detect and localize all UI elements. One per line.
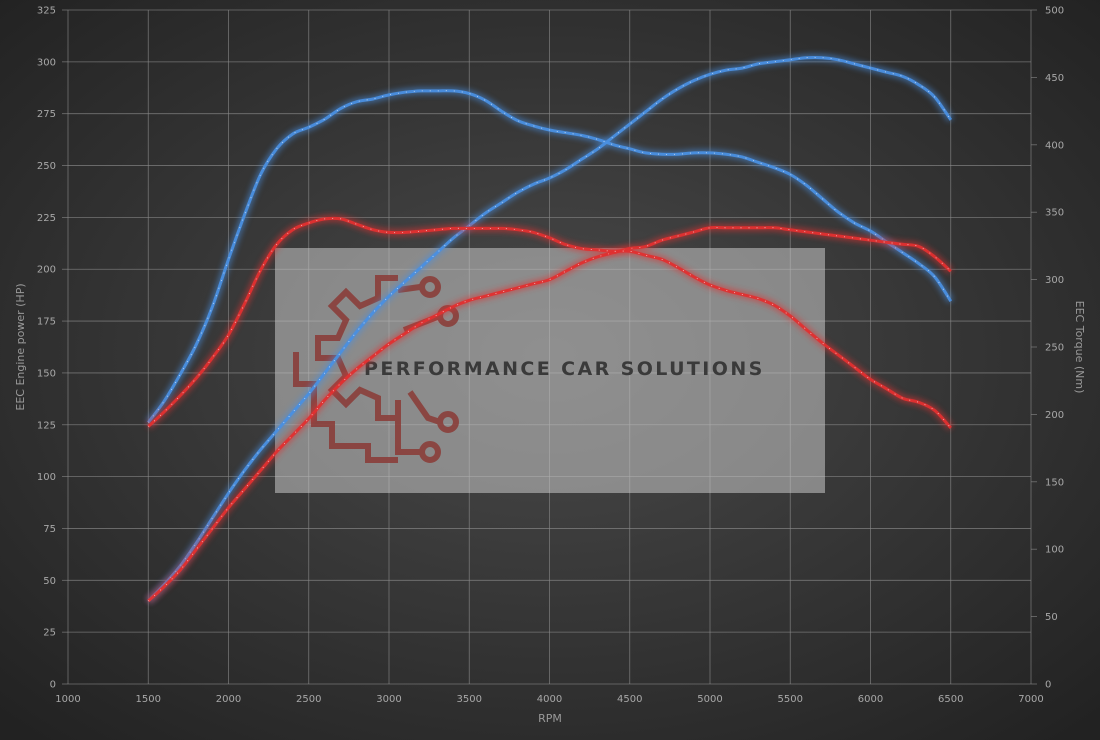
y-tick-label-left: 175 — [37, 317, 56, 328]
y-tick-label-left: 200 — [37, 265, 56, 276]
x-tick-label: 5500 — [778, 694, 803, 705]
y-tick-label-right: 400 — [1045, 140, 1064, 151]
y-tick-label-right: 150 — [1045, 477, 1064, 488]
y-axis-title-left: EEC Engine power (HP) — [14, 283, 27, 410]
y-tick-label-right: 250 — [1045, 343, 1064, 354]
y-tick-label-left: 325 — [37, 6, 56, 17]
x-tick-label: 7000 — [1018, 694, 1043, 705]
y-tick-label-left: 225 — [37, 213, 56, 224]
tick-labels: 1000 1500 2000 2500 3000 3500 4000 4500 5000 5500… — [37, 6, 1064, 706]
y-tick-label-left: 100 — [37, 472, 56, 483]
x-tick-label: 4000 — [537, 694, 562, 705]
series-3 — [145, 223, 954, 604]
y-tick-label-left: 50 — [43, 576, 56, 587]
series-2 — [145, 87, 954, 425]
x-tick-label: 3000 — [376, 694, 401, 705]
y-tick-label-left: 125 — [37, 420, 56, 431]
x-tick-label: 1000 — [55, 694, 80, 705]
y-tick-label-right: 500 — [1045, 6, 1064, 17]
x-tick-label: 6000 — [858, 694, 883, 705]
x-tick-label: 4500 — [617, 694, 642, 705]
x-tick-label: 3500 — [457, 694, 482, 705]
y-tick-label-left: 250 — [37, 161, 56, 172]
series — [145, 53, 954, 604]
series-4 — [145, 214, 954, 431]
series-line — [147, 55, 953, 603]
series-line — [147, 216, 952, 429]
x-axis-title: RPM — [538, 712, 562, 725]
x-tick-label: 1500 — [136, 694, 161, 705]
series-line — [147, 225, 952, 603]
y-tick-label-right: 450 — [1045, 73, 1064, 84]
x-tick-label: 2000 — [216, 694, 241, 705]
y-tick-label-left: 75 — [43, 524, 56, 535]
y-tick-label-left: 300 — [37, 57, 56, 68]
series-1 — [145, 53, 954, 604]
y-tick-label-right: 0 — [1045, 680, 1051, 691]
y-tick-label-right: 50 — [1045, 612, 1058, 623]
y-tick-label-right: 350 — [1045, 208, 1064, 219]
y-tick-label-right: 100 — [1045, 545, 1064, 556]
x-tick-label: 5000 — [697, 694, 722, 705]
y-tick-label-left: 275 — [37, 109, 56, 120]
x-tick-label: 2500 — [296, 694, 321, 705]
series-line-points — [147, 90, 952, 423]
watermark-text: PERFORMANCE CAR SOLUTIONS — [364, 358, 765, 380]
y-tick-label-left: 25 — [43, 628, 56, 639]
y-axis-title-right: EEC Torque (Nm) — [1073, 301, 1086, 394]
x-tick-label: 6500 — [938, 694, 963, 705]
y-tick-label-right: 200 — [1045, 410, 1064, 421]
y-tick-label-left: 0 — [50, 680, 56, 691]
y-tick-label-left: 150 — [37, 368, 56, 379]
y-tick-label-right: 300 — [1045, 275, 1064, 286]
